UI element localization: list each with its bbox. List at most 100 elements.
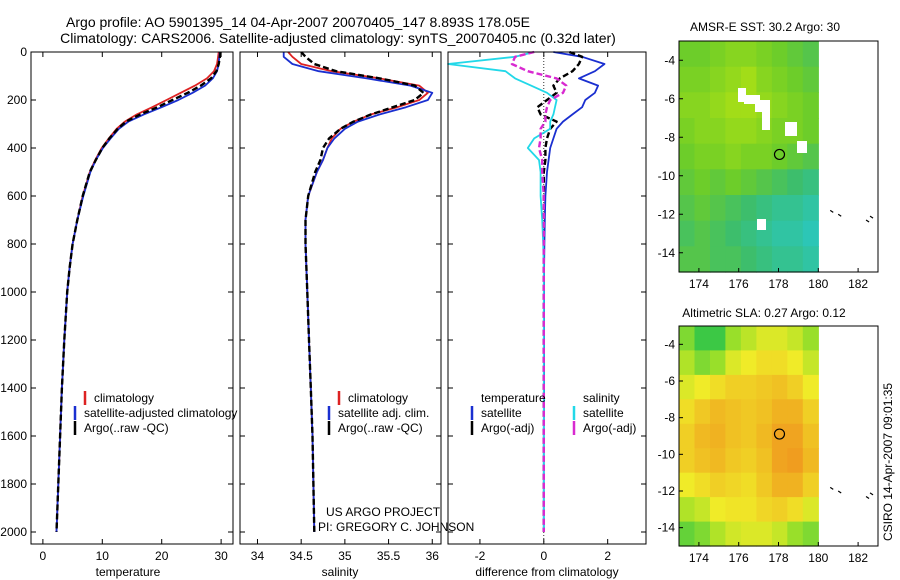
heatmap-cell (679, 220, 696, 247)
x-tick-label: 36 (426, 549, 440, 563)
heatmap-cell (694, 350, 711, 376)
x-tick-label: -2 (475, 549, 486, 563)
x-tick-label: 30 (214, 549, 228, 563)
series-line-temperature-satellite (542, 51, 606, 532)
legend-label-argo: Argo(..raw -QC) (338, 421, 423, 435)
heatmap-cell (710, 118, 727, 145)
heatmap-cell (694, 195, 711, 222)
sst-cloud-mask (738, 88, 807, 230)
heatmap-cell (771, 374, 788, 400)
heatmap-cell (694, 448, 711, 474)
y-tick-label: 1600 (0, 429, 27, 443)
heatmap-cell (802, 66, 819, 93)
heatmap-cell (725, 169, 742, 196)
heatmap-cell (771, 350, 788, 376)
difference-xlabel: difference from climatology (475, 565, 618, 579)
heatmap-cell (740, 326, 757, 351)
heatmap-cell (740, 220, 757, 247)
heatmap-cell (710, 195, 727, 222)
heatmap-cell (756, 497, 773, 523)
sst-map-title: AMSR-E SST: 30.2 Argo: 30 (690, 20, 840, 34)
x-tick-label: 35 (338, 549, 352, 563)
heatmap-cell (771, 143, 788, 170)
legend-label-satellite-adjusted: satellite-adjusted climatology (84, 406, 237, 420)
salinity-xlabel: salinity (322, 565, 359, 579)
island-coastline (869, 492, 874, 496)
x-tick-label: 20 (155, 549, 169, 563)
legend-label-temp-argo: Argo(-adj) (481, 421, 534, 435)
x-tick-label: 2 (604, 549, 611, 563)
heatmap-cell (756, 374, 773, 400)
series-line-salinity-argo-adj- (510, 50, 568, 532)
heatmap-cell (679, 472, 696, 498)
heatmap-cell (679, 521, 696, 547)
heatmap-cell (694, 66, 711, 93)
heatmap-cell (740, 169, 757, 196)
map-x-tick-label: 180 (808, 551, 828, 565)
credit-pi: PI: GREGORY C. JOHNSON (318, 520, 474, 534)
heatmap-cell (771, 521, 788, 547)
heatmap-cell (787, 521, 804, 547)
heatmap-cell (679, 399, 696, 425)
island-coastline (865, 219, 870, 223)
legend-title-temperature: temperature (481, 391, 546, 405)
heatmap-cell (787, 195, 804, 222)
heatmap-cell (756, 448, 773, 474)
heatmap-cell (756, 399, 773, 425)
heatmap-cell (710, 497, 727, 523)
profile-location-marker (773, 428, 786, 440)
heatmap-cell (802, 118, 819, 145)
heatmap-cell (710, 220, 727, 247)
heatmap-cell (694, 41, 711, 68)
heatmap-cell (740, 246, 757, 273)
heatmap-cell (771, 220, 788, 247)
heatmap-cell (710, 169, 727, 196)
y-tick-label: 200 (7, 93, 27, 107)
map-y-tick-label: -14 (658, 521, 676, 535)
heatmap-cell (725, 497, 742, 523)
heatmap-cell (725, 350, 742, 376)
heatmap-cell (694, 497, 711, 523)
heatmap-cell (679, 246, 696, 273)
heatmap-cell (771, 118, 788, 145)
sla-map-frame (678, 325, 879, 547)
difference-profile-panel: -2 0 2 difference from climatology tempera… (447, 50, 647, 579)
heatmap-cell (725, 66, 742, 93)
x-tick-label: 34.5 (289, 549, 313, 563)
heatmap-cell (756, 326, 773, 351)
heatmap-cell (787, 423, 804, 449)
heatmap-cell (725, 118, 742, 145)
map-x-tick-label: 178 (768, 551, 788, 565)
heatmap-cell (771, 448, 788, 474)
y-tick-label: 1800 (0, 477, 27, 491)
legend-label-climatology: climatology (348, 391, 408, 405)
heatmap-cell (740, 472, 757, 498)
legend-title-salinity: salinity (583, 391, 620, 405)
heatmap-cell (679, 448, 696, 474)
island-coastline (869, 215, 874, 219)
heatmap-cell (710, 399, 727, 425)
y-tick-label: 0 (20, 45, 27, 59)
heatmap-cell (771, 399, 788, 425)
temperature-xlabel: temperature (96, 565, 161, 579)
heatmap-cell (756, 521, 773, 547)
heatmap-cell (756, 41, 773, 68)
map-y-tick-label: -10 (658, 447, 676, 461)
heatmap-cell (694, 143, 711, 170)
heatmap-cell (740, 118, 757, 145)
heatmap-cell (694, 374, 711, 400)
heatmap-cell (694, 169, 711, 196)
map-x-tick-label: 174 (689, 277, 709, 291)
heatmap-cell (725, 195, 742, 222)
heatmap-cell (694, 220, 711, 247)
x-tick-label: 35.5 (377, 549, 401, 563)
heatmap-cell (679, 92, 696, 119)
heatmap-cell (725, 423, 742, 449)
map-x-tick-label: 174 (689, 551, 709, 565)
heatmap-cell (756, 350, 773, 376)
island-coastline (829, 209, 834, 213)
series-line-argo-raw-qc- (55, 51, 222, 533)
heatmap-cell (740, 448, 757, 474)
heatmap-cell (802, 497, 819, 523)
heatmap-cell (787, 497, 804, 523)
